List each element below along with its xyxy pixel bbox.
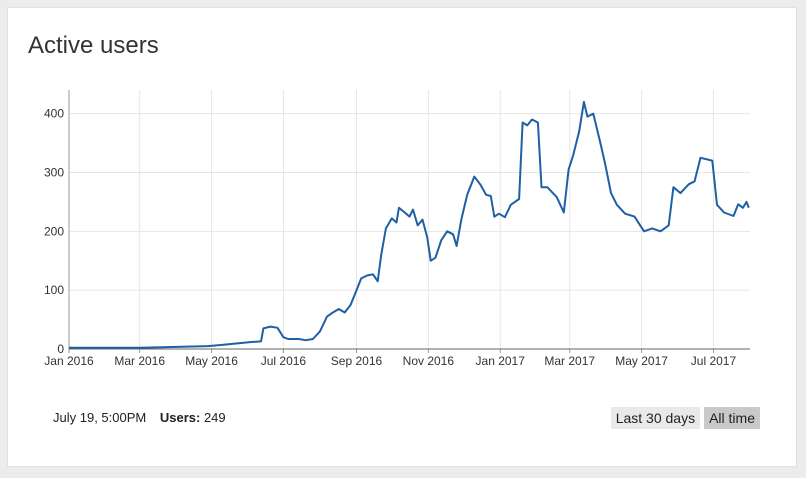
y-tick-label: 0 xyxy=(57,342,64,356)
page-title: Active users xyxy=(28,32,159,59)
y-tick-label: 400 xyxy=(44,107,64,121)
hover-readout: July 19, 5:00PM Users: 249 xyxy=(53,410,226,425)
x-tick-label: May 2017 xyxy=(615,354,668,368)
readout-value-label: Users: xyxy=(159,410,201,425)
x-tick-label: Jul 2016 xyxy=(261,354,307,368)
x-tick-label: Mar 2017 xyxy=(544,354,595,368)
x-tick-label: Jul 2017 xyxy=(691,354,737,368)
series-line xyxy=(69,100,750,349)
active-users-chart: 0 100 200 300 400 Jan 2016 Mar 2016 May 2016 Jul… xyxy=(44,90,750,368)
x-tick-label: May 2016 xyxy=(185,354,238,368)
y-tick-label: 200 xyxy=(44,224,64,238)
x-tick-label: Jan 2017 xyxy=(476,354,526,368)
all-time-button[interactable]: All time xyxy=(704,407,760,429)
grid-layer xyxy=(68,90,750,350)
x-tick-label: Sep 2016 xyxy=(331,354,383,368)
x-tick-label: Mar 2016 xyxy=(114,354,165,368)
active-users-card: Active users 0 100 200 300 400 Jan 2016 Mar 20… xyxy=(7,7,797,467)
axis-layer: 0 100 200 300 400 Jan 2016 Mar 2016 May 2016 Jul… xyxy=(44,90,750,368)
y-tick-label: 300 xyxy=(44,165,64,179)
y-tick-label: 100 xyxy=(44,283,64,297)
range-selector: Last 30 days All time xyxy=(610,407,760,429)
last-30-days-button[interactable]: Last 30 days xyxy=(610,407,701,429)
readout-value: 249 xyxy=(203,410,226,425)
x-tick-label: Jan 2016 xyxy=(44,354,94,368)
readout-timestamp: July 19, 5:00PM xyxy=(53,410,147,425)
x-tick-label: Nov 2016 xyxy=(403,354,455,368)
